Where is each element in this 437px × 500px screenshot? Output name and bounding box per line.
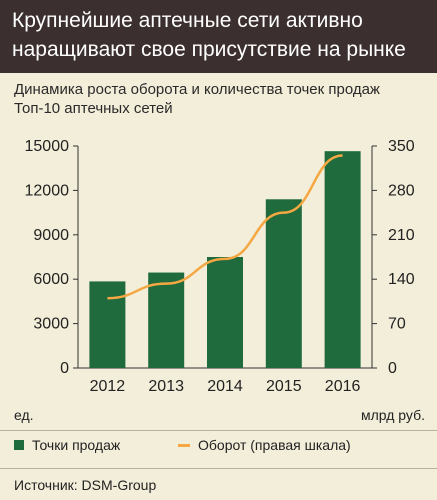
x-tick-label: 2013: [148, 378, 184, 395]
y-tick-label-right: 210: [388, 227, 415, 244]
y-tick-label-right: 280: [388, 182, 415, 199]
y-tick-label-left: 6000: [33, 271, 69, 288]
chart-title-line-2: наращивают свое присутствие на рынке: [12, 38, 406, 61]
legend-line-label: Оборот (правая шкала): [198, 437, 351, 453]
bar-2014: [207, 257, 243, 368]
legend-item-bars: Точки продаж: [14, 437, 120, 453]
chart-subtitle-line-2: Топ-10 аптечных сетей: [14, 100, 173, 117]
y-tick-label-left: 12000: [25, 182, 70, 199]
legend-bottom-divider: [0, 468, 437, 469]
legend-top-divider: [0, 430, 437, 431]
x-tick-label: 2014: [207, 378, 243, 395]
line-series-turnover: [107, 154, 343, 300]
chart-area: 0 3000 6000 9000 12000 15000 0 70 140 210 280 350 20…: [14, 138, 425, 423]
legend-bar-label: Точки продаж: [32, 437, 121, 453]
y-tick-label-right: 0: [388, 360, 397, 377]
legend-bar-swatch: [14, 440, 24, 450]
bar-2013: [148, 272, 185, 368]
y-tick-label-left: 15000: [25, 138, 70, 155]
y-axis-label-right: млрд руб.: [361, 407, 425, 423]
y-tick-label-left: 9000: [33, 227, 69, 244]
chart-header: Крупнейшие аптечные сети активно наращив…: [0, 0, 437, 73]
x-tick-label: 2016: [325, 378, 361, 395]
bar-2012: [89, 281, 126, 368]
bar-2015: [265, 199, 302, 368]
legend-item-line: Оборот (правая шкала): [178, 437, 351, 453]
x-tick-label: 2015: [266, 378, 302, 395]
y-tick-label-right: 140: [388, 271, 415, 288]
chart-title-line-1: Крупнейшие аптечные сети активно: [12, 9, 363, 32]
chart-subtitle-line-1: Динамика роста оборота и количества точе…: [14, 81, 380, 98]
y-tick-label-right: 350: [388, 138, 415, 155]
chart-subtitle: Динамика роста оборота и количества точе…: [14, 80, 429, 118]
source-note: Источник: DSM-Group: [14, 477, 157, 493]
y-axis-label-left: ед.: [14, 407, 34, 423]
legend-line-swatch: [178, 443, 190, 447]
x-tick-label: 2012: [90, 378, 126, 395]
bar-2016: [324, 151, 361, 368]
y-tick-label-left: 0: [60, 360, 69, 377]
y-tick-label-left: 3000: [33, 316, 69, 333]
y-tick-label-right: 70: [388, 316, 406, 333]
